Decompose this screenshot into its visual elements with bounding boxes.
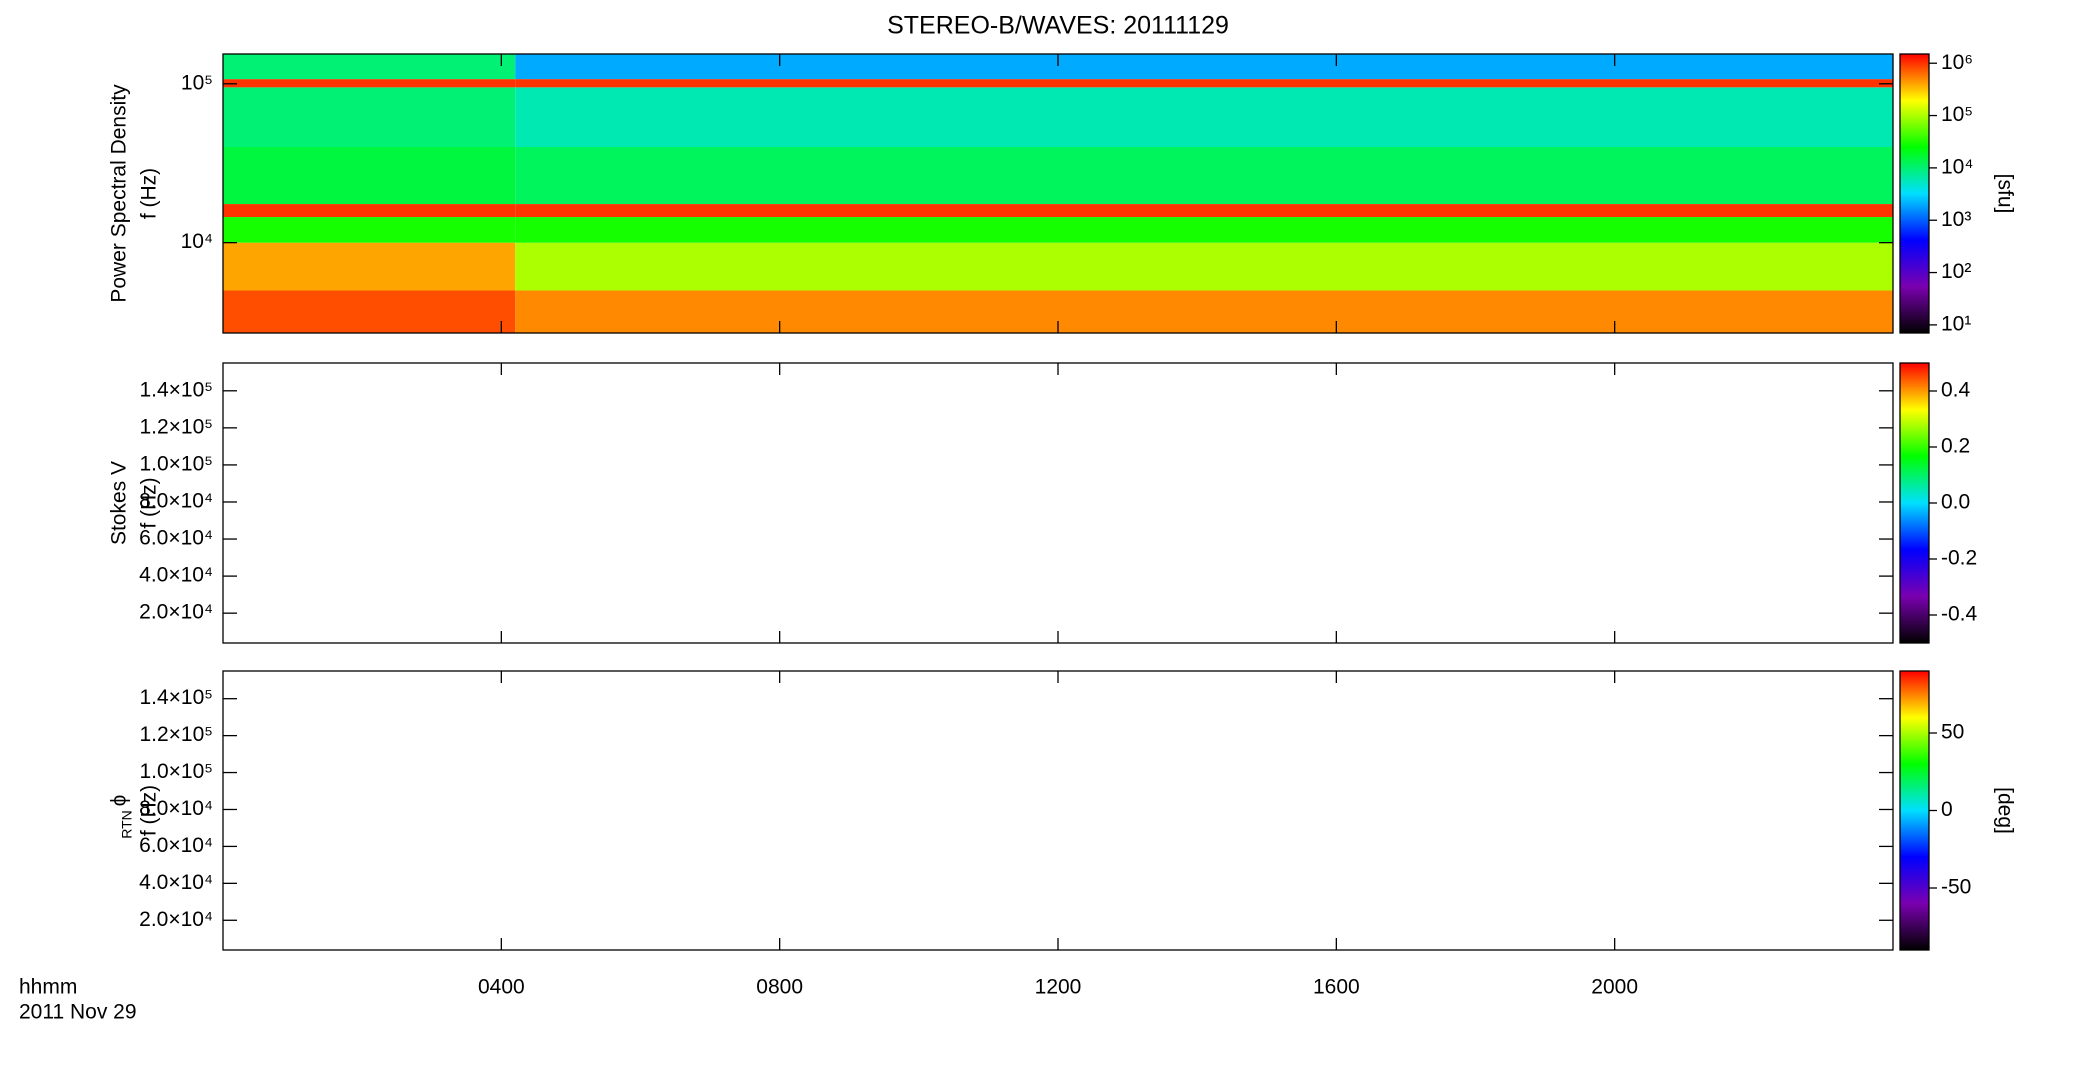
y-tick-label: 6.0×10⁴: [139, 834, 213, 857]
colorbar-tick-label: 10³: [1941, 208, 1971, 231]
y-axis-label: f (Hz): [138, 168, 161, 219]
y-axis-label-subscript: RTN: [119, 810, 135, 839]
heatmap-cell: [223, 242, 516, 291]
colorbar-tick-label: 50: [1941, 721, 1964, 744]
colorbar: [1899, 670, 1930, 951]
colorbar-tick-label: 0: [1941, 798, 1953, 821]
y-tick-label: 1.2×10⁵: [139, 415, 213, 438]
y-tick-label: 2.0×10⁴: [139, 601, 213, 624]
y-tick-label: 1.2×10⁵: [139, 723, 213, 746]
y-tick-label: 10⁴: [181, 230, 213, 253]
x-tick-label: 2000: [1591, 976, 1638, 999]
y-tick-label: 2.0×10⁴: [139, 908, 213, 931]
heatmap-cell: [223, 290, 516, 333]
y-axis-label: f (Hz): [138, 477, 161, 528]
colorbar-tick-label: -50: [1941, 876, 1971, 899]
y-axis-label: f (Hz): [138, 785, 161, 836]
plot-frame: [222, 362, 1894, 644]
x-tick-label: 0400: [478, 976, 525, 999]
colorbar-tick-label: 0.4: [1941, 379, 1971, 402]
colorbar-tick-label: -0.4: [1941, 603, 1978, 626]
colorbar-label: [sfu]: [1993, 174, 2016, 214]
y-tick-label: 8.0×10⁴: [139, 797, 213, 820]
x-axis-label: hhmm: [19, 976, 77, 999]
y-axis-label: Power Spectral Density: [108, 84, 131, 303]
y-tick-label: 1.4×10⁵: [139, 378, 213, 401]
heatmap-cell: [515, 79, 1893, 88]
colorbar-tick-label: 0.2: [1941, 435, 1970, 458]
heatmap-cell: [223, 87, 516, 148]
y-axis-label-symbol: ϕ: [108, 795, 131, 807]
colorbar: [1899, 53, 1930, 334]
heatmap-cell: [223, 147, 516, 205]
colorbar-tick-label: 10¹: [1941, 312, 1971, 335]
y-axis-label: Stokes V: [108, 461, 131, 545]
colorbar-label: [deg]: [1993, 787, 2016, 834]
colorbar-tick-label: 10⁵: [1941, 103, 1973, 126]
colorbar-tick-label: 10⁶: [1941, 51, 1973, 74]
y-tick-label: 1.0×10⁵: [139, 760, 213, 783]
plot-frame: [222, 670, 1894, 951]
heatmap-cell: [223, 204, 516, 218]
heatmap-cell: [515, 147, 1893, 205]
x-tick-label: 0800: [756, 976, 803, 999]
colorbar-tick-label: 10²: [1941, 260, 1971, 283]
y-tick-label: 1.4×10⁵: [139, 686, 213, 709]
heatmap-cell: [515, 54, 1893, 80]
heatmap-cell: [515, 242, 1893, 291]
figure-title: STEREO-B/WAVES: 20111129: [887, 12, 1229, 40]
x-tick-label: 1600: [1313, 976, 1360, 999]
heatmap-cell: [223, 54, 516, 80]
y-tick-label: 6.0×10⁴: [139, 527, 213, 550]
x-tick-label: 1200: [1035, 976, 1082, 999]
heatmap-cell: [515, 290, 1893, 333]
y-tick-label: 4.0×10⁴: [139, 564, 213, 587]
colorbar-tick-label: 0.0: [1941, 491, 1970, 514]
heatmap-cell: [515, 87, 1893, 148]
heatmap-cell: [515, 217, 1893, 243]
colorbar-tick-label: 10⁴: [1941, 155, 1973, 178]
y-tick-label: 10⁵: [181, 71, 213, 94]
heatmap-cell: [223, 217, 516, 243]
colorbar-tick-label: -0.2: [1941, 547, 1977, 570]
x-axis-date: 2011 Nov 29: [19, 1001, 137, 1024]
y-tick-label: 8.0×10⁴: [139, 490, 213, 513]
y-tick-label: 1.0×10⁵: [139, 452, 213, 475]
colorbar: [1899, 362, 1930, 644]
heatmap-cell: [223, 79, 516, 88]
heatmap-cell: [515, 204, 1893, 218]
y-tick-label: 4.0×10⁴: [139, 871, 213, 894]
